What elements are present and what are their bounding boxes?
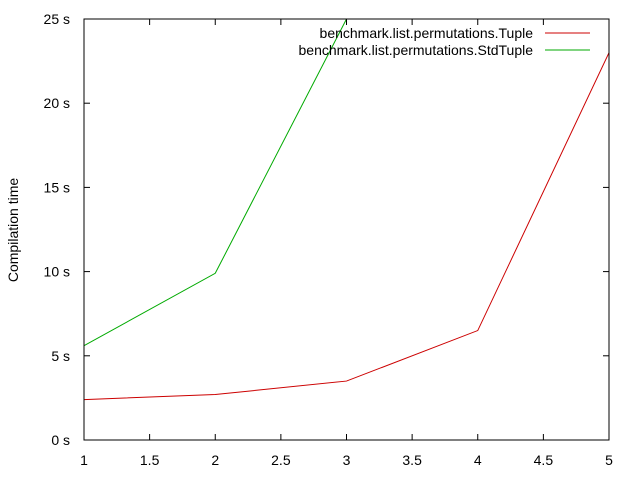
x-tick-label: 2.5 (271, 452, 291, 468)
y-tick-label: 10 s (44, 264, 70, 280)
legend-entry-label: benchmark.list.permutations.Tuple (320, 25, 534, 41)
x-tick-label: 1 (80, 452, 88, 468)
series-line-0 (84, 52, 609, 401)
y-tick-label: 20 s (44, 95, 70, 111)
x-tick-label: 4 (474, 452, 482, 468)
tick-layer: 1 1.5 2 2.5 3 3.5 4 4.5 5 0 s 5 s 10 s 15 s 20 s 25 s (44, 11, 614, 468)
x-tick-label: 2 (211, 452, 219, 468)
x-tick-label: 3.5 (402, 452, 422, 468)
y-tick-label: 15 s (44, 179, 70, 195)
y-axis-label: Compilation time (5, 178, 21, 282)
x-tick-label: 3 (343, 452, 351, 468)
y-tick-label: 0 s (51, 432, 70, 448)
legend-entry-label: benchmark.list.permutations.StdTuple (299, 42, 534, 58)
y-tick-label: 5 s (51, 348, 70, 364)
y-tick-label: 25 s (44, 11, 70, 27)
x-tick-label: 5 (605, 452, 613, 468)
series-line-1 (84, 19, 351, 347)
x-tick-label: 1.5 (140, 452, 160, 468)
x-tick-label: 4.5 (534, 452, 554, 468)
legend: benchmark.list.permutations.Tuplebenchma… (299, 25, 590, 58)
series-layer (84, 19, 609, 401)
